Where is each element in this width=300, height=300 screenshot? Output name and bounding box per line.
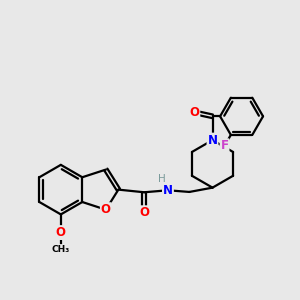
Text: O: O [56, 226, 66, 239]
Text: F: F [220, 139, 229, 152]
Text: N: N [163, 184, 173, 197]
Text: CH₃: CH₃ [52, 244, 70, 253]
Text: O: O [139, 206, 149, 219]
Text: O: O [189, 106, 199, 119]
Text: N: N [208, 134, 218, 147]
Text: H: H [158, 174, 166, 184]
Text: O: O [101, 203, 111, 216]
